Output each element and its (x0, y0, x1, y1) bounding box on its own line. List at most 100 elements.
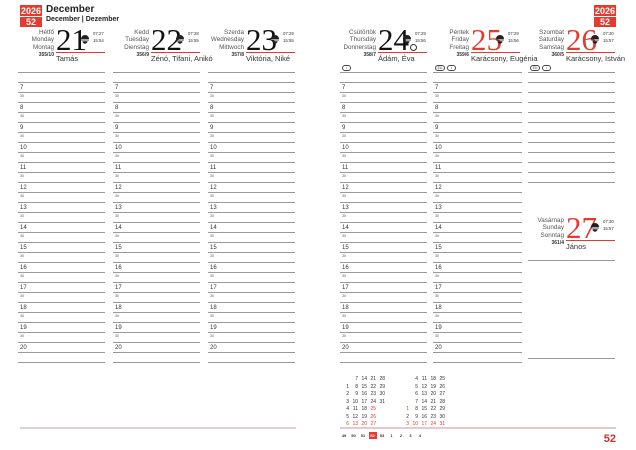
planner-line (340, 342, 427, 343)
day-header-26: Szombat Saturday Samstag 26 07:30 15:57 360/5 K… (528, 24, 625, 77)
half-hour-label: 30 (435, 134, 439, 138)
week-number[interactable]: 50 (351, 433, 356, 438)
calendar-day[interactable]: 15 (421, 406, 427, 412)
calendar-day[interactable]: 22 (370, 383, 376, 390)
calendar-day[interactable]: 3 (346, 398, 349, 405)
hour-label: 7 (20, 85, 24, 91)
calendar-day[interactable]: 30 (439, 413, 445, 420)
sunrise-sunset-icon (402, 31, 412, 44)
calendar-day[interactable]: 8 (415, 406, 418, 412)
calendar-day[interactable]: 16 (361, 391, 367, 397)
half-hour-label: 30 (20, 154, 24, 158)
calendar-day[interactable]: 28 (379, 376, 385, 382)
calendar-day[interactable]: 27 (439, 391, 445, 397)
calendar-day[interactable]: 22 (430, 406, 436, 412)
calendar-day[interactable]: 20 (430, 391, 436, 397)
calendar-day[interactable]: 1 (346, 383, 349, 390)
calendar-day[interactable]: 26 (370, 413, 376, 420)
calendar-day[interactable]: 9 (415, 413, 418, 420)
calendar-day[interactable]: 16 (421, 413, 427, 420)
calendar-day[interactable]: 23 (370, 391, 376, 397)
calendar-day[interactable]: 12 (352, 413, 358, 420)
planner-line (208, 142, 295, 143)
month-title: December (46, 4, 95, 15)
planner-line (113, 222, 200, 223)
calendar-day[interactable]: 29 (379, 383, 385, 390)
half-hour-label: 30 (342, 334, 346, 338)
calendar-day[interactable]: 9 (355, 391, 358, 397)
calendar-day[interactable]: 25 (370, 406, 376, 412)
calendar-day[interactable]: 21 (370, 376, 376, 382)
calendar-day[interactable]: 4 (415, 376, 418, 382)
planner-line (208, 262, 295, 263)
calendar-day[interactable]: 10 (412, 421, 418, 427)
planner-line (113, 112, 200, 113)
hour-label: 19 (20, 325, 27, 331)
sunrise-time: 07:29 (283, 31, 294, 36)
planner-line (113, 162, 200, 163)
calendar-day[interactable]: 25 (439, 376, 445, 382)
week-number[interactable]: 1 (390, 433, 393, 438)
calendar-day[interactable]: 24 (370, 398, 376, 405)
calendar-day[interactable]: 13 (352, 421, 358, 427)
calendar-day[interactable]: 13 (421, 391, 427, 397)
day-underline (151, 52, 200, 53)
calendar-day[interactable]: 5 (415, 383, 418, 390)
calendar-day[interactable]: 30 (379, 391, 385, 397)
calendar-day[interactable]: 27 (370, 421, 376, 427)
calendar-day[interactable]: 11 (352, 406, 358, 412)
calendar-day[interactable]: 17 (361, 398, 367, 405)
planner-line (18, 192, 105, 193)
calendar-day[interactable]: 19 (361, 413, 367, 420)
hour-label: 18 (115, 305, 122, 311)
week-number[interactable]: 52 (368, 432, 377, 439)
calendar-day[interactable]: 18 (361, 406, 367, 412)
calendar-day[interactable]: 21 (430, 398, 436, 405)
calendar-day[interactable]: 31 (439, 421, 445, 427)
calendar-day[interactable]: 1 (406, 406, 409, 412)
calendar-day[interactable]: 31 (379, 398, 385, 405)
calendar-day[interactable]: 15 (361, 383, 367, 390)
calendar-day[interactable]: 6 (346, 421, 349, 427)
calendar-day[interactable]: 5 (346, 413, 349, 420)
margin-tick (520, 292, 522, 293)
calendar-day[interactable]: 17 (421, 421, 427, 427)
week-number[interactable]: 51 (360, 433, 366, 438)
calendar-day[interactable]: 26 (439, 383, 445, 390)
calendar-day[interactable]: 12 (421, 383, 427, 390)
calendar-day[interactable]: 3 (406, 421, 409, 427)
calendar-day[interactable]: 18 (430, 376, 436, 382)
calendar-day[interactable]: 7 (415, 398, 418, 405)
calendar-day[interactable]: 4 (346, 406, 349, 412)
week-number[interactable]: 53 (379, 433, 385, 438)
week-number[interactable]: 4 (418, 433, 422, 438)
week-number[interactable]: 2 (399, 433, 403, 438)
day-name: Thursday (349, 36, 376, 44)
half-hour-label: 30 (435, 314, 439, 318)
calendar-day[interactable]: 10 (352, 398, 358, 405)
calendar-day[interactable]: 8 (355, 383, 358, 390)
calendar-day[interactable]: 24 (430, 421, 436, 427)
day-name: Donnerstag (343, 43, 376, 51)
hour-label: 20 (20, 345, 27, 351)
calendar-day[interactable]: 14 (421, 398, 427, 405)
planner-line (208, 122, 295, 123)
calendar-day[interactable]: 23 (430, 413, 436, 420)
week-number[interactable]: 3 (409, 433, 412, 438)
calendar-day[interactable]: 2 (406, 413, 409, 420)
calendar-day[interactable]: 28 (439, 398, 445, 405)
calendar-day[interactable]: 11 (421, 376, 427, 382)
calendar-day[interactable]: 2 (346, 391, 349, 397)
sunset-time: 15:57 (603, 38, 614, 43)
planner-line (113, 362, 200, 363)
calendar-day[interactable]: 14 (361, 376, 367, 382)
calendar-day[interactable]: 29 (439, 406, 445, 412)
calendar-day[interactable]: 6 (415, 391, 418, 397)
sunset-time: 15:56 (415, 38, 426, 43)
calendar-day[interactable]: 20 (361, 421, 367, 427)
margin-tick (520, 142, 522, 143)
day-name: Mittwoch (219, 43, 244, 51)
calendar-day[interactable]: 19 (430, 383, 436, 390)
calendar-day[interactable]: 7 (355, 376, 358, 382)
week-number[interactable]: 49 (341, 433, 347, 438)
